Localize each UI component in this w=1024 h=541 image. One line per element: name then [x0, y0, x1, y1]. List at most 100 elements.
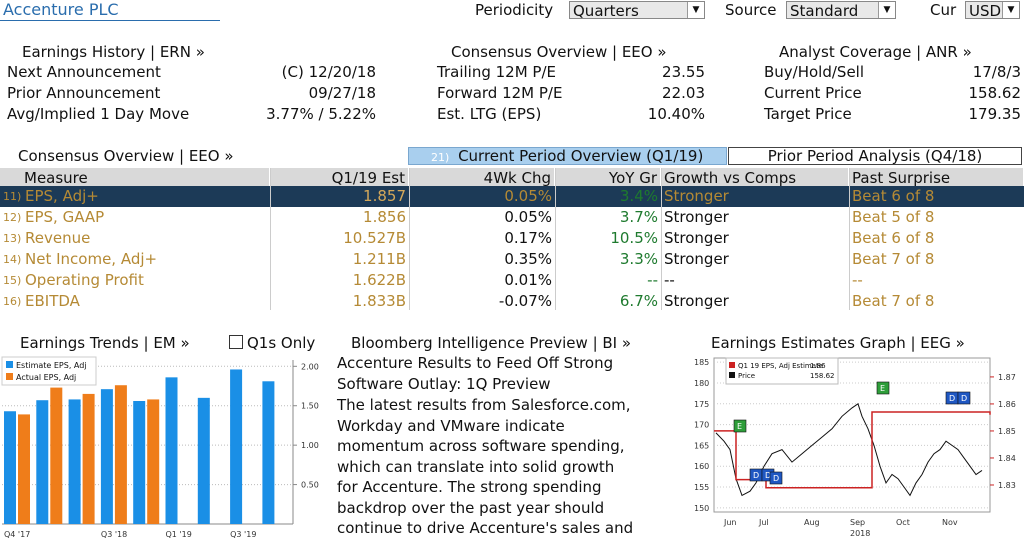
consensus-table-link[interactable]: Consensus Overview | EEO »	[18, 147, 234, 165]
tab-prior-period[interactable]: Prior Period Analysis (Q4/18)	[728, 147, 1022, 165]
row-number: 14)	[3, 253, 22, 266]
cell-yoy: 3.4%	[619, 187, 658, 205]
chevron-down-icon[interactable]: ▼	[1002, 2, 1019, 18]
estimate-bar	[262, 381, 275, 524]
cell-est: 1.857	[363, 187, 406, 205]
header-est[interactable]: Q1/19 Est	[270, 168, 409, 188]
current-price-value: 158.62	[968, 84, 1022, 102]
earnings-history-link[interactable]: Earnings History | ERN »	[22, 43, 205, 61]
forward-pe-value: 22.03	[662, 84, 705, 102]
table-row[interactable]: 11) EPS, Adj+ 1.857 0.05% 3.4% Stronger Beat 6…	[0, 186, 1024, 207]
x-tick-label: Oct	[896, 518, 910, 527]
chevron-down-icon[interactable]: ▼	[878, 2, 895, 18]
column-divider	[661, 168, 662, 310]
checkbox-box[interactable]	[229, 335, 243, 349]
right-tick-label: 1.83	[998, 481, 1016, 490]
cell-est: 1.833B	[352, 292, 406, 310]
periodicity-value: Quarters	[573, 2, 639, 20]
current-price-label: Current Price	[764, 84, 862, 102]
forward-pe-label: Forward 12M P/E	[437, 84, 563, 102]
left-tick-label: 185	[694, 358, 709, 367]
cell-comps: Stronger	[664, 229, 729, 247]
legend-label-price: Price	[738, 372, 755, 380]
bi-headline-2[interactable]: Software Outlay: 1Q Preview	[337, 375, 551, 393]
header-past-surprise[interactable]: Past Surprise	[849, 168, 1024, 188]
currency-select[interactable]: USD ▼	[965, 1, 1020, 20]
left-tick-label: 175	[694, 400, 709, 409]
estimate-bar	[36, 400, 49, 524]
estimate-bar	[230, 369, 243, 524]
table-row[interactable]: 16) EBITDA 1.833B -0.07% 6.7% Stronger Beat 7 …	[0, 291, 1024, 312]
table-row[interactable]: 12) EPS, GAAP 1.856 0.05% 3.7% Stronger Beat 5…	[0, 207, 1024, 228]
tab-current-period[interactable]: 21) Current Period Overview (Q1/19)	[408, 147, 727, 165]
cell-comps: Stronger	[664, 208, 729, 226]
analyst-coverage-link[interactable]: Analyst Coverage | ANR »	[779, 43, 972, 61]
ltg-label: Est. LTG (EPS)	[437, 105, 542, 123]
q1s-only-label: Q1s Only	[247, 334, 316, 352]
x-tick-label: Q3 '18	[101, 530, 127, 539]
consensus-overview-link[interactable]: Consensus Overview | EEO »	[451, 43, 667, 61]
row-number: 13)	[3, 232, 22, 245]
table-row[interactable]: 15) Operating Profit 1.622B 0.01% -- -- --	[0, 270, 1024, 291]
estimate-bar	[133, 401, 146, 524]
cell-est: 1.622B	[352, 271, 406, 289]
event-marker-label: D	[753, 471, 759, 480]
bi-headline-1[interactable]: Accenture Results to Feed Off Strong	[337, 354, 614, 372]
chevron-down-icon[interactable]: ▼	[687, 2, 704, 18]
earnings-trends-chart: 2.00 1.50 1.00 0.50 Q4 '17 Q3 '18 Q1 '19 Q3 '19…	[0, 352, 330, 541]
event-marker-label: E	[880, 384, 885, 393]
table-row[interactable]: 14) Net Income, Adj+ 1.211B 0.35% 3.3% Strong…	[0, 249, 1024, 270]
cell-chg: 0.01%	[504, 271, 552, 289]
periodicity-select[interactable]: Quarters ▼	[569, 1, 705, 20]
cell-yoy: 3.3%	[619, 250, 658, 268]
company-title: Accenture PLC	[3, 0, 119, 19]
y-tick-label: 0.50	[301, 481, 319, 490]
eeg-link[interactable]: Earnings Estimates Graph | EEG »	[711, 334, 965, 352]
row-number: 11)	[3, 190, 22, 203]
legend-label-actual: Actual EPS, Adj	[16, 373, 76, 382]
y-tick-label: 1.50	[301, 402, 319, 411]
right-tick-label: 1.86	[998, 400, 1016, 409]
legend-box	[725, 357, 839, 385]
bi-body-line: continue to drive Accenture's sales and	[337, 519, 634, 537]
source-select[interactable]: Standard ▼	[786, 1, 896, 20]
legend-swatch-actual	[6, 373, 13, 380]
header-4wk-chg[interactable]: 4Wk Chg	[409, 168, 555, 188]
actual-bar	[147, 399, 160, 524]
column-divider	[270, 168, 271, 310]
left-tick-label: 180	[694, 379, 709, 388]
implied-move-label: Avg/Implied 1 Day Move	[7, 105, 190, 123]
q1s-only-checkbox[interactable]: Q1s Only	[229, 334, 315, 352]
estimate-bar	[100, 389, 113, 524]
target-price-label: Target Price	[764, 105, 852, 123]
event-marker-label: E	[737, 422, 742, 431]
cell-yoy: 3.7%	[619, 208, 658, 226]
bi-preview-link[interactable]: Bloomberg Intelligence Preview | BI »	[351, 334, 632, 352]
header-yoy-gr[interactable]: YoY Gr	[555, 168, 661, 188]
cur-label: Cur	[930, 1, 957, 19]
cell-est: 1.211B	[352, 250, 406, 268]
legend-swatch-estimate	[729, 362, 735, 368]
bi-body-line: for Accenture. The strong spending	[337, 478, 602, 496]
cell-chg: -0.07%	[498, 292, 552, 310]
header-growth-vs-comps[interactable]: Growth vs Comps	[661, 168, 849, 188]
tab-current-label: Current Period Overview (Q1/19)	[458, 147, 704, 165]
bi-body-line: backdrop over the past year should	[337, 498, 605, 517]
table-row[interactable]: 13) Revenue 10.527B 0.17% 10.5% Stronger Beat …	[0, 228, 1024, 249]
event-marker	[957, 391, 971, 405]
right-tick-label: 1.87	[998, 373, 1016, 382]
ltg-value: 10.40%	[647, 105, 705, 123]
x-year-label: 2018	[850, 529, 870, 538]
periodicity-label: Periodicity	[475, 1, 554, 19]
estimate-bar	[4, 411, 16, 524]
header-measure[interactable]: Measure	[0, 168, 270, 188]
left-tick-label: 165	[694, 441, 709, 450]
column-divider	[849, 168, 850, 310]
earnings-trends-link[interactable]: Earnings Trends | EM »	[20, 334, 190, 352]
next-announcement-value: (C) 12/20/18	[281, 63, 376, 81]
event-marker-label: D	[765, 471, 771, 480]
cell-comps: --	[664, 271, 675, 289]
title-underline	[0, 20, 220, 21]
x-tick-label: Q3 '19	[230, 530, 256, 539]
trailing-pe-label: Trailing 12M P/E	[437, 63, 556, 81]
